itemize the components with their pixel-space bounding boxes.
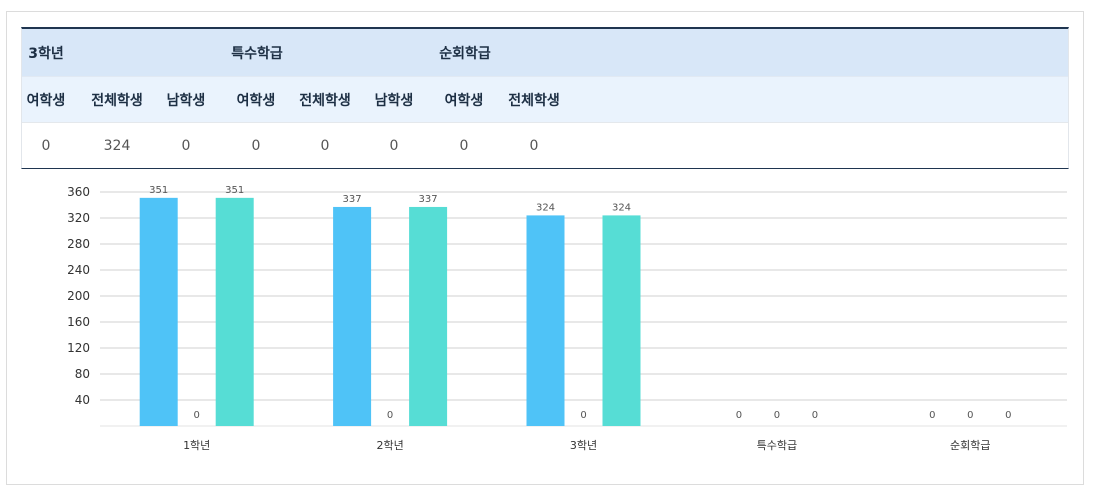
table-header-row-1: 3학년 특수학급 순회학급 [22, 29, 1068, 76]
x-tick-label: 1학년 [183, 439, 210, 452]
bar-value-label: 0 [774, 410, 780, 421]
x-tick-label: 3학년 [570, 439, 597, 452]
table-header-row-2: 여학생 전체학생 남학생 여학생 전체학생 남학생 여학생 전체학생 [22, 76, 1068, 122]
header-cell-special-class: 특수학급 [231, 45, 283, 62]
bar [602, 215, 641, 426]
header-cell-male: 남학생 [166, 92, 206, 109]
y-tick-label: 120 [67, 341, 90, 355]
bar [526, 215, 565, 426]
student-count-table: 3학년 특수학급 순회학급 여학생 전체학생 남학생 여학생 전체학생 남학생 … [21, 27, 1069, 169]
bar-value-label: 351 [225, 185, 244, 196]
bar [333, 206, 372, 426]
header-cell-female: 여학생 [26, 92, 66, 109]
bar [409, 206, 448, 426]
x-tick-label: 2학년 [376, 439, 403, 452]
bar [139, 197, 178, 426]
x-tick-label: 순회학급 [950, 439, 990, 452]
header-cell-total: 전체학생 [299, 92, 351, 109]
bar-value-label: 0 [929, 410, 935, 421]
bar-value-label: 324 [536, 202, 555, 213]
header-cell-total: 전체학생 [508, 92, 560, 109]
header-cell-itinerant-class: 순회학급 [439, 45, 491, 62]
bar-value-label: 0 [967, 410, 973, 421]
y-tick-label: 280 [67, 237, 90, 251]
bar-value-label: 351 [149, 185, 168, 196]
header-cell-female: 여학생 [236, 92, 276, 109]
header-cell-total: 전체학생 [91, 92, 143, 109]
y-tick-label: 320 [67, 211, 90, 225]
y-tick-label: 360 [67, 185, 90, 199]
y-tick-label: 160 [67, 315, 90, 329]
header-cell-male: 남학생 [374, 92, 414, 109]
bar-value-label: 0 [580, 410, 586, 421]
y-tick-label: 240 [67, 263, 90, 277]
table-cell-value: 0 [251, 137, 261, 154]
table-cell-value: 0 [41, 137, 51, 154]
table-data-row: 0 324 0 0 0 0 0 0 [22, 122, 1068, 168]
table-cell-value: 324 [103, 137, 131, 154]
bar-value-label: 0 [1005, 410, 1011, 421]
y-tick-label: 40 [75, 393, 90, 407]
bar-value-label: 0 [736, 410, 742, 421]
table-cell-value: 0 [389, 137, 399, 154]
x-tick-label: 특수학급 [757, 439, 797, 452]
y-tick-label: 80 [75, 367, 90, 381]
bar [215, 197, 254, 426]
bar-value-label: 0 [387, 410, 393, 421]
bar-value-label: 0 [194, 410, 200, 421]
bar-value-label: 337 [343, 194, 362, 205]
bar-value-label: 0 [812, 410, 818, 421]
bar-value-label: 324 [612, 202, 631, 213]
header-cell-female: 여학생 [444, 92, 484, 109]
table-cell-value: 0 [181, 137, 191, 154]
table-cell-value: 0 [529, 137, 539, 154]
y-tick-label: 200 [67, 289, 90, 303]
table-cell-value: 0 [320, 137, 330, 154]
bar-value-label: 337 [419, 194, 438, 205]
header-cell-grade3: 3학년 [28, 45, 64, 62]
table-cell-value: 0 [459, 137, 469, 154]
